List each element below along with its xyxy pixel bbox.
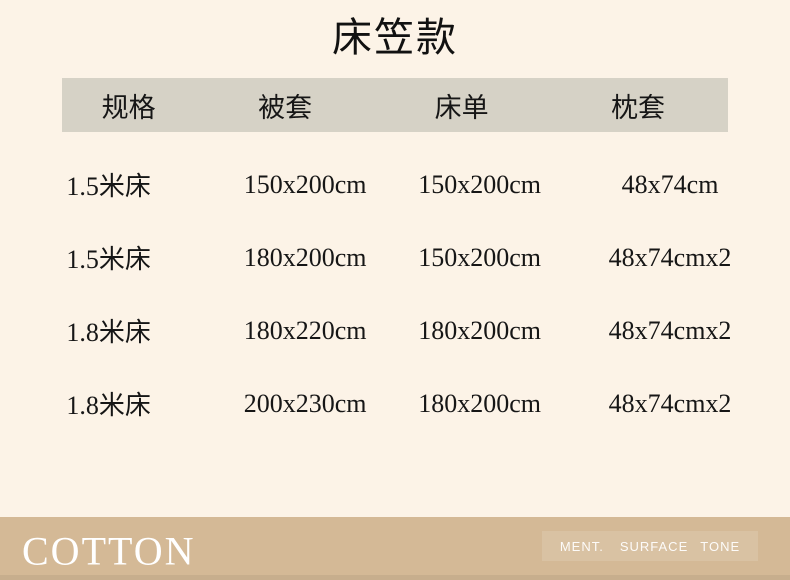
cell-pillowcase: 48x74cm [621,169,719,199]
cell-duvet-cover: 200x230cm [243,388,367,418]
table-row: 1.5米床 150x200cm 150x200cm 48x74cm [62,148,728,221]
cell-pillowcase: 48x74cmx2 [608,315,732,345]
cell-bed-sheet: 150x200cm [418,242,541,272]
column-header-spec: 规格 [101,92,156,123]
cell-duvet-cover: 180x220cm [243,315,367,345]
table-row: 1.8米床 180x220cm 180x200cm 48x74cmx2 [62,294,731,367]
footer-watermark: MENT. SURFACE TONE [542,531,758,561]
cell-pillowcase: 48x74cmx2 [608,388,732,418]
column-header-duvet-cover: 被套 [258,92,313,123]
cell-bed-sheet: 150x200cm [418,169,541,199]
cell-spec: 1.8米床 [66,318,151,347]
table-body: 1.5米床 150x200cm 150x200cm 48x74cm 1.5米床 … [62,132,731,440]
cell-duvet-cover: 150x200cm [243,169,367,199]
table-header-row: 规格 被套 床单 枕套 [62,78,728,132]
page-title: 床笠款 [332,15,458,60]
table-row: 1.8米床 200x230cm 180x200cm 48x74cmx2 [62,367,731,440]
column-header-bed-sheet: 床单 [434,92,489,123]
footer-tag: TONE [700,538,741,554]
brand-logo-text: COTTON [22,527,196,573]
cell-spec: 1.5米床 [66,172,151,201]
cell-spec: 1.8米床 [66,391,151,420]
cell-bed-sheet: 180x200cm [418,388,541,418]
size-spec-table: 规格 被套 床单 枕套 1.5米床 150x200cm 150x200cm 48… [62,78,731,440]
table-row: 1.5米床 180x200cm 150x200cm 48x74cmx2 [62,221,731,294]
cell-duvet-cover: 180x200cm [243,242,367,272]
footer-tag: MENT. [559,538,604,554]
cell-bed-sheet: 180x200cm [418,315,541,345]
cell-pillowcase: 48x74cmx2 [608,242,732,272]
column-header-pillowcase: 枕套 [611,92,666,123]
cell-spec: 1.5米床 [66,245,151,274]
footer-tag: SURFACE [619,538,689,554]
footer-band: COTTON MENT. SURFACE TONE [0,517,790,580]
